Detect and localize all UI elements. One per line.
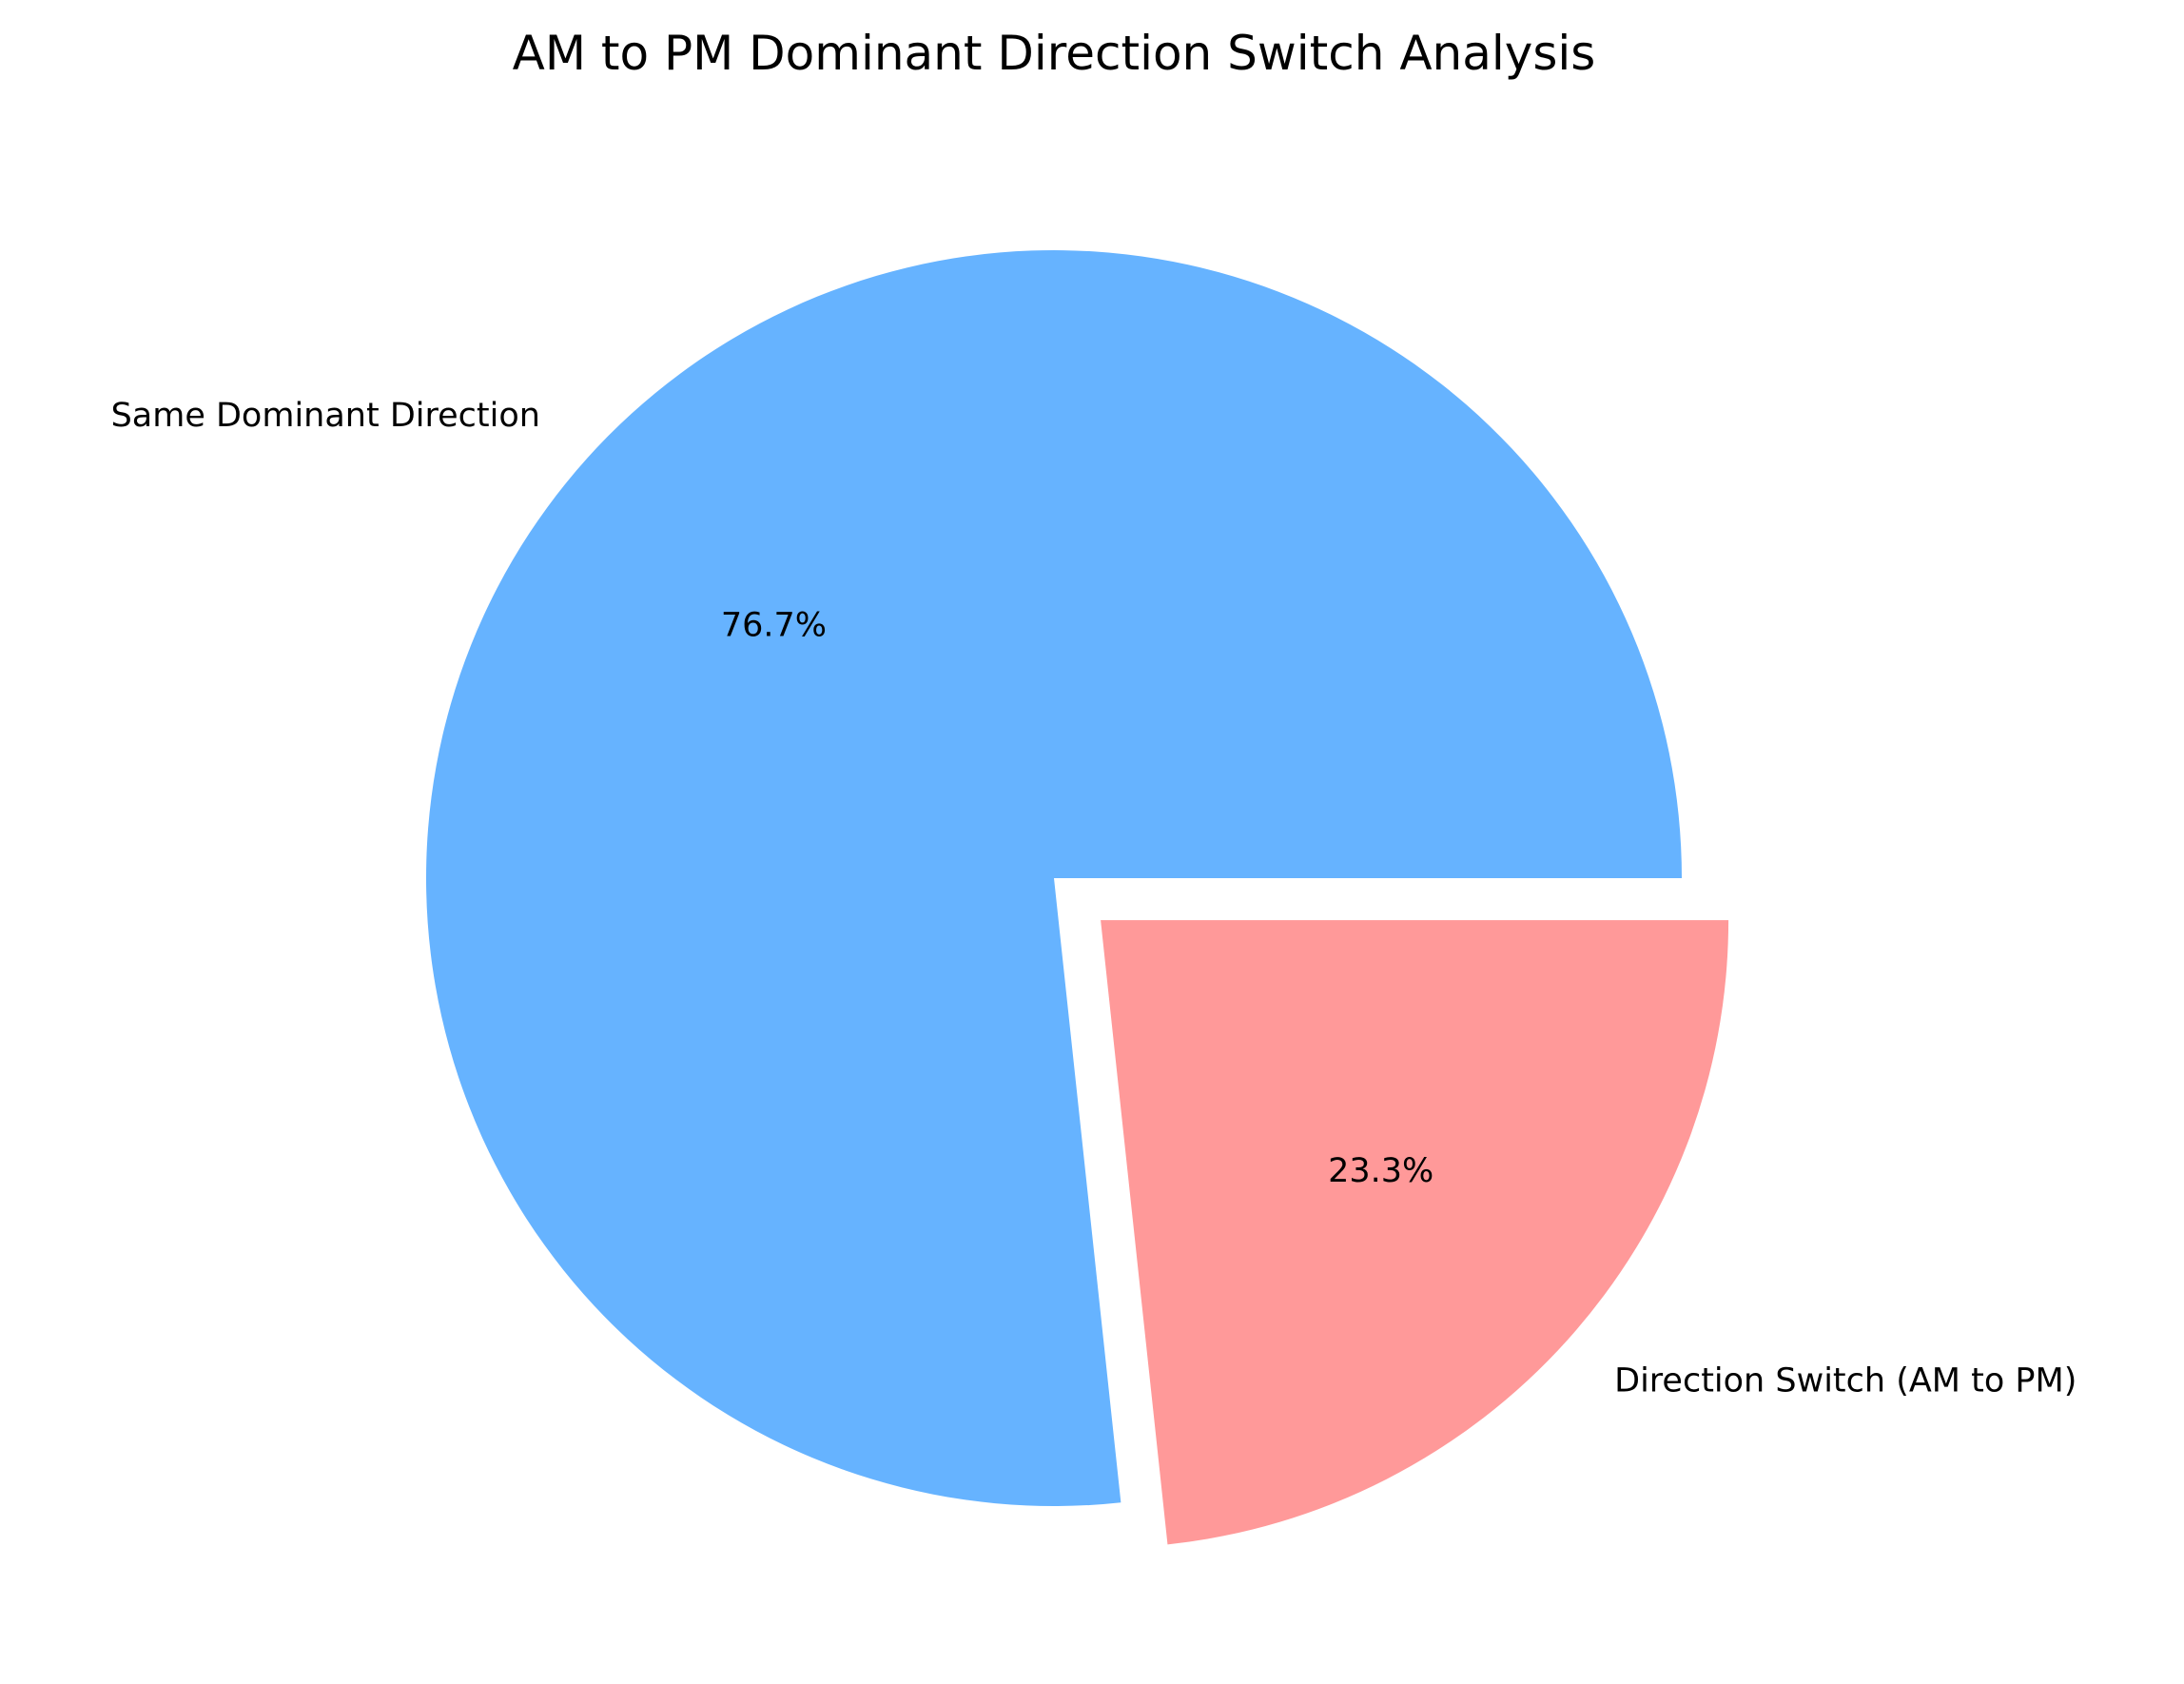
pie-labels: Same Dominant Direction 76.7% Direction Sw… [111,397,2077,1400]
slice-label-direction-switch-am-to-pm: Direction Switch (AM to PM) [1614,1361,2077,1400]
chart-title: AM to PM Dominant Direction Switch Analy… [513,26,1596,81]
slice-direction-switch-am-to-pm [1101,920,1729,1545]
slice-same-dominant-direction [425,249,1682,1506]
pct-label-direction-switch-am-to-pm: 23.3% [1328,1152,1433,1190]
pie-slices [425,249,1729,1545]
pct-label-same-dominant-direction: 76.7% [721,606,827,644]
slice-label-same-dominant-direction: Same Dominant Direction [111,397,540,435]
